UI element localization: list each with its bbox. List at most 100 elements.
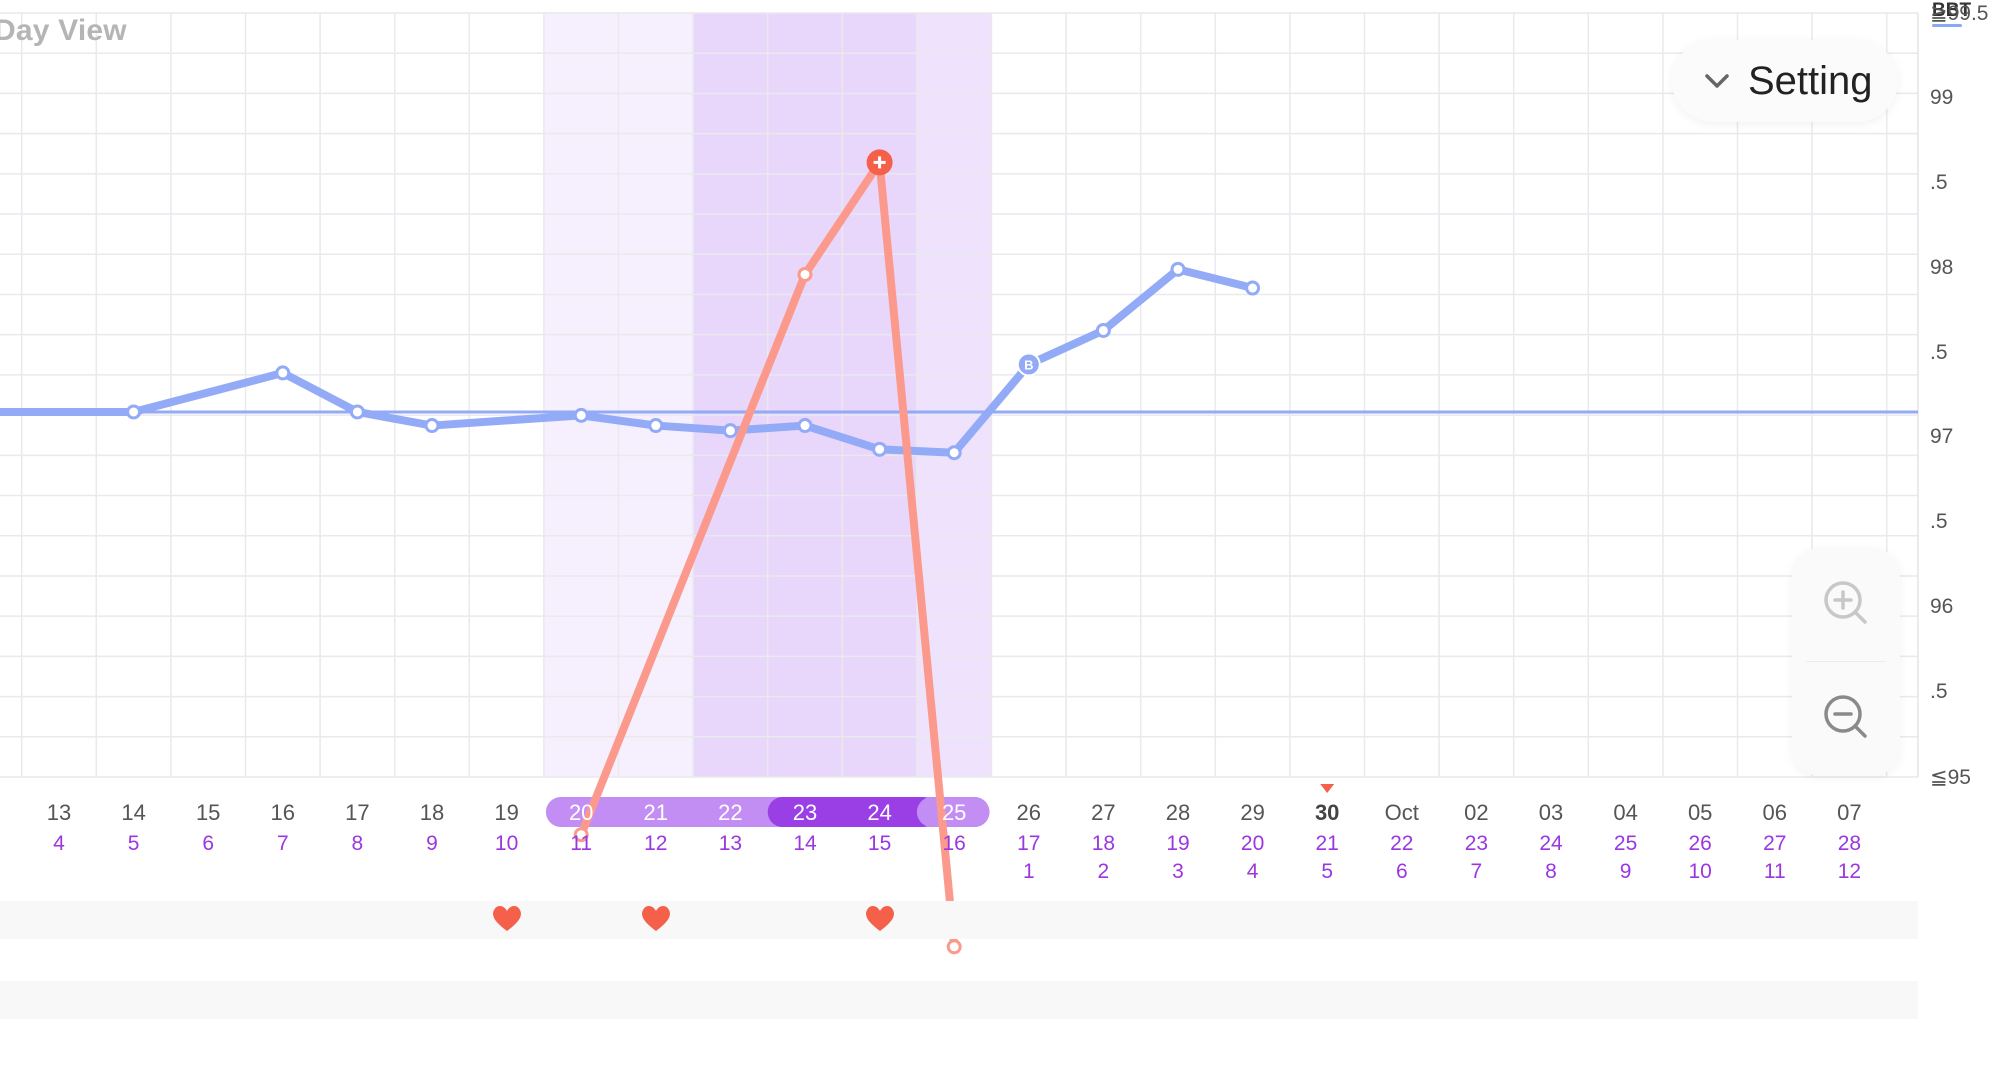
date-label: 25 [941, 800, 967, 825]
date-label: 29 [1240, 800, 1265, 825]
cycle-day-label: 8 [351, 832, 364, 855]
date-label: 17 [345, 800, 370, 825]
cycle-day-label: 24 [1539, 832, 1563, 855]
cycle-day-label: 25 [1613, 832, 1638, 855]
date-label: 03 [1538, 800, 1564, 825]
post-ovulation-day-label: 10 [1688, 860, 1712, 883]
date-label: 07 [1837, 800, 1862, 825]
bbt-point [1170, 261, 1186, 277]
bbt-point [648, 418, 664, 434]
cycle-day-label: 14 [793, 832, 817, 855]
cycle-day-label: 7 [276, 832, 289, 855]
cycle-day-label: 12 [644, 832, 668, 855]
heart-icon [491, 903, 523, 933]
intercourse-row[interactable] [0, 901, 1918, 939]
series-line-1 [577, 158, 959, 951]
cycle-day-label: 4 [53, 832, 65, 855]
date-label: 14 [121, 800, 146, 825]
bbt-point [946, 445, 962, 461]
zoom-out-icon [1822, 693, 1870, 746]
notes-row[interactable] [0, 981, 1918, 1019]
cycle-day-label: 27 [1763, 832, 1787, 855]
post-ovulation-day-label: 9 [1619, 860, 1632, 883]
post-ovulation-day-label: 3 [1172, 860, 1184, 883]
y-axis-label: 99 [1930, 85, 1954, 109]
date-label: 22 [718, 800, 743, 825]
cycle-day-label: 15 [867, 832, 892, 855]
today-marker [1320, 784, 1335, 793]
date-label: 18 [419, 800, 445, 825]
y-axis-label: 98 [1930, 255, 1954, 279]
y-axis-label: .5 [1930, 510, 1948, 534]
setting-button[interactable]: Setting [1672, 40, 1898, 122]
fertile-pill-group [545, 797, 990, 827]
cycle-day-label: 9 [426, 832, 438, 855]
lh-point [946, 939, 962, 955]
cycle-day-label: 26 [1688, 832, 1712, 855]
cycle-day-label: 13 [718, 832, 743, 855]
bbt-point [1095, 322, 1111, 338]
legend-bbt-swatch [1932, 24, 1962, 27]
y-axis-label: 96 [1930, 595, 1954, 619]
date-label: 26 [1016, 800, 1042, 825]
fertile-pill-end [916, 797, 990, 827]
bbt-point [573, 407, 589, 423]
date-label: 16 [270, 800, 296, 825]
post-ovulation-day-label: 7 [1470, 860, 1483, 883]
zoom-controls [1792, 548, 1900, 776]
cycle-day-label: 28 [1837, 832, 1862, 855]
date-label: 27 [1091, 800, 1116, 825]
bbt-point [349, 404, 365, 420]
date-label: 19 [494, 800, 519, 825]
date-label: 21 [643, 800, 669, 825]
post-ovulation-day-label: 1 [1022, 860, 1035, 883]
cycle-day-label: 5 [127, 832, 140, 855]
y-axis-label: 97 [1930, 425, 1954, 449]
setting-button-label: Setting [1748, 58, 1873, 103]
date-label: 02 [1464, 800, 1489, 825]
cycle-day-label: 18 [1091, 832, 1116, 855]
zoom-out-button[interactable] [1792, 662, 1900, 776]
date-label: 30 [1314, 800, 1340, 825]
chevron-down-icon [1700, 64, 1734, 98]
cycle-day-label: 11 [570, 832, 593, 855]
y-axis-label: .5 [1930, 340, 1948, 364]
heart-icon [640, 903, 672, 933]
bbt-marker-b-text: B [1024, 357, 1033, 372]
cycle-day-label: 20 [1240, 832, 1265, 855]
bbt-point [275, 365, 291, 381]
date-label: 24 [867, 800, 892, 825]
cycle-day-label: 22 [1390, 832, 1414, 855]
fertile-peak-band [693, 13, 917, 777]
post-ovulation-day-label: 2 [1097, 860, 1110, 883]
view-title: Day View [0, 14, 127, 47]
bbt-marker-b [1016, 352, 1041, 377]
date-label: 20 [568, 800, 594, 825]
bbt-point [797, 418, 813, 434]
y-axis-label: ≦95 [1930, 766, 1971, 789]
lh-point [573, 827, 589, 843]
post-ovulation-day-label: 6 [1395, 860, 1408, 883]
post-ovulation-day-label: 8 [1545, 860, 1557, 883]
bbt-point [126, 404, 142, 420]
cycle-day-label: 17 [1017, 832, 1041, 855]
heart-icon [864, 903, 896, 933]
chart-grid [0, 12, 1919, 778]
zoom-in-button[interactable] [1792, 548, 1900, 662]
legend-bbt-label: BBT [1932, 0, 1972, 21]
date-label: 15 [195, 800, 221, 825]
zoom-in-icon [1822, 579, 1870, 632]
ovulation-pill [767, 797, 937, 827]
cycle-day-label: 6 [202, 832, 215, 855]
zoom-separator [1806, 661, 1886, 662]
post-ovulation-day-label: 12 [1837, 860, 1862, 883]
cycle-day-label: 16 [942, 832, 966, 855]
y-axis-label: .5 [1930, 680, 1948, 704]
chart-lines: B [0, 149, 1918, 955]
date-label: Oct [1384, 800, 1419, 825]
date-label: 13 [46, 800, 72, 825]
y-axis-label: ≧99.5 [1930, 2, 1989, 25]
post-ovulation-day-label: 5 [1321, 860, 1334, 883]
post-ovulation-day-label: 4 [1246, 860, 1259, 883]
date-label: 06 [1762, 800, 1788, 825]
